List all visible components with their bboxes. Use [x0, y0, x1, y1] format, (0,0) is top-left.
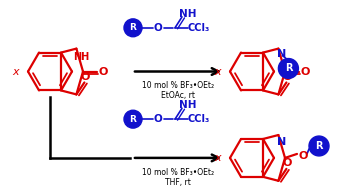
- Text: O: O: [300, 67, 310, 77]
- Circle shape: [124, 19, 142, 37]
- Text: R: R: [130, 115, 137, 124]
- Text: O: O: [154, 23, 163, 33]
- Text: O: O: [283, 71, 292, 81]
- Text: CCl₃: CCl₃: [188, 114, 210, 124]
- Text: O: O: [154, 114, 163, 124]
- Text: NH: NH: [179, 9, 197, 19]
- Text: O: O: [98, 67, 108, 77]
- Circle shape: [278, 59, 298, 78]
- Text: EtOAc, rt: EtOAc, rt: [161, 91, 195, 100]
- Text: R: R: [285, 64, 292, 74]
- Text: NH: NH: [179, 100, 197, 110]
- Circle shape: [124, 110, 142, 128]
- Text: THF, rt: THF, rt: [165, 178, 191, 187]
- Text: N: N: [277, 49, 286, 59]
- Text: x: x: [215, 67, 221, 77]
- Text: O: O: [283, 158, 292, 168]
- Text: x: x: [215, 153, 221, 163]
- Circle shape: [309, 136, 329, 156]
- Text: R: R: [315, 141, 323, 151]
- Text: O: O: [298, 151, 308, 161]
- Text: x: x: [13, 67, 19, 77]
- Text: R: R: [130, 23, 137, 32]
- Text: 10 mol % BF₃•OEt₂: 10 mol % BF₃•OEt₂: [142, 81, 214, 90]
- Text: NH: NH: [73, 52, 90, 62]
- Text: N: N: [277, 137, 286, 147]
- Text: CCl₃: CCl₃: [188, 23, 210, 33]
- Text: 10 mol % BF₃•OEt₂: 10 mol % BF₃•OEt₂: [142, 168, 214, 177]
- Text: O: O: [81, 71, 90, 81]
